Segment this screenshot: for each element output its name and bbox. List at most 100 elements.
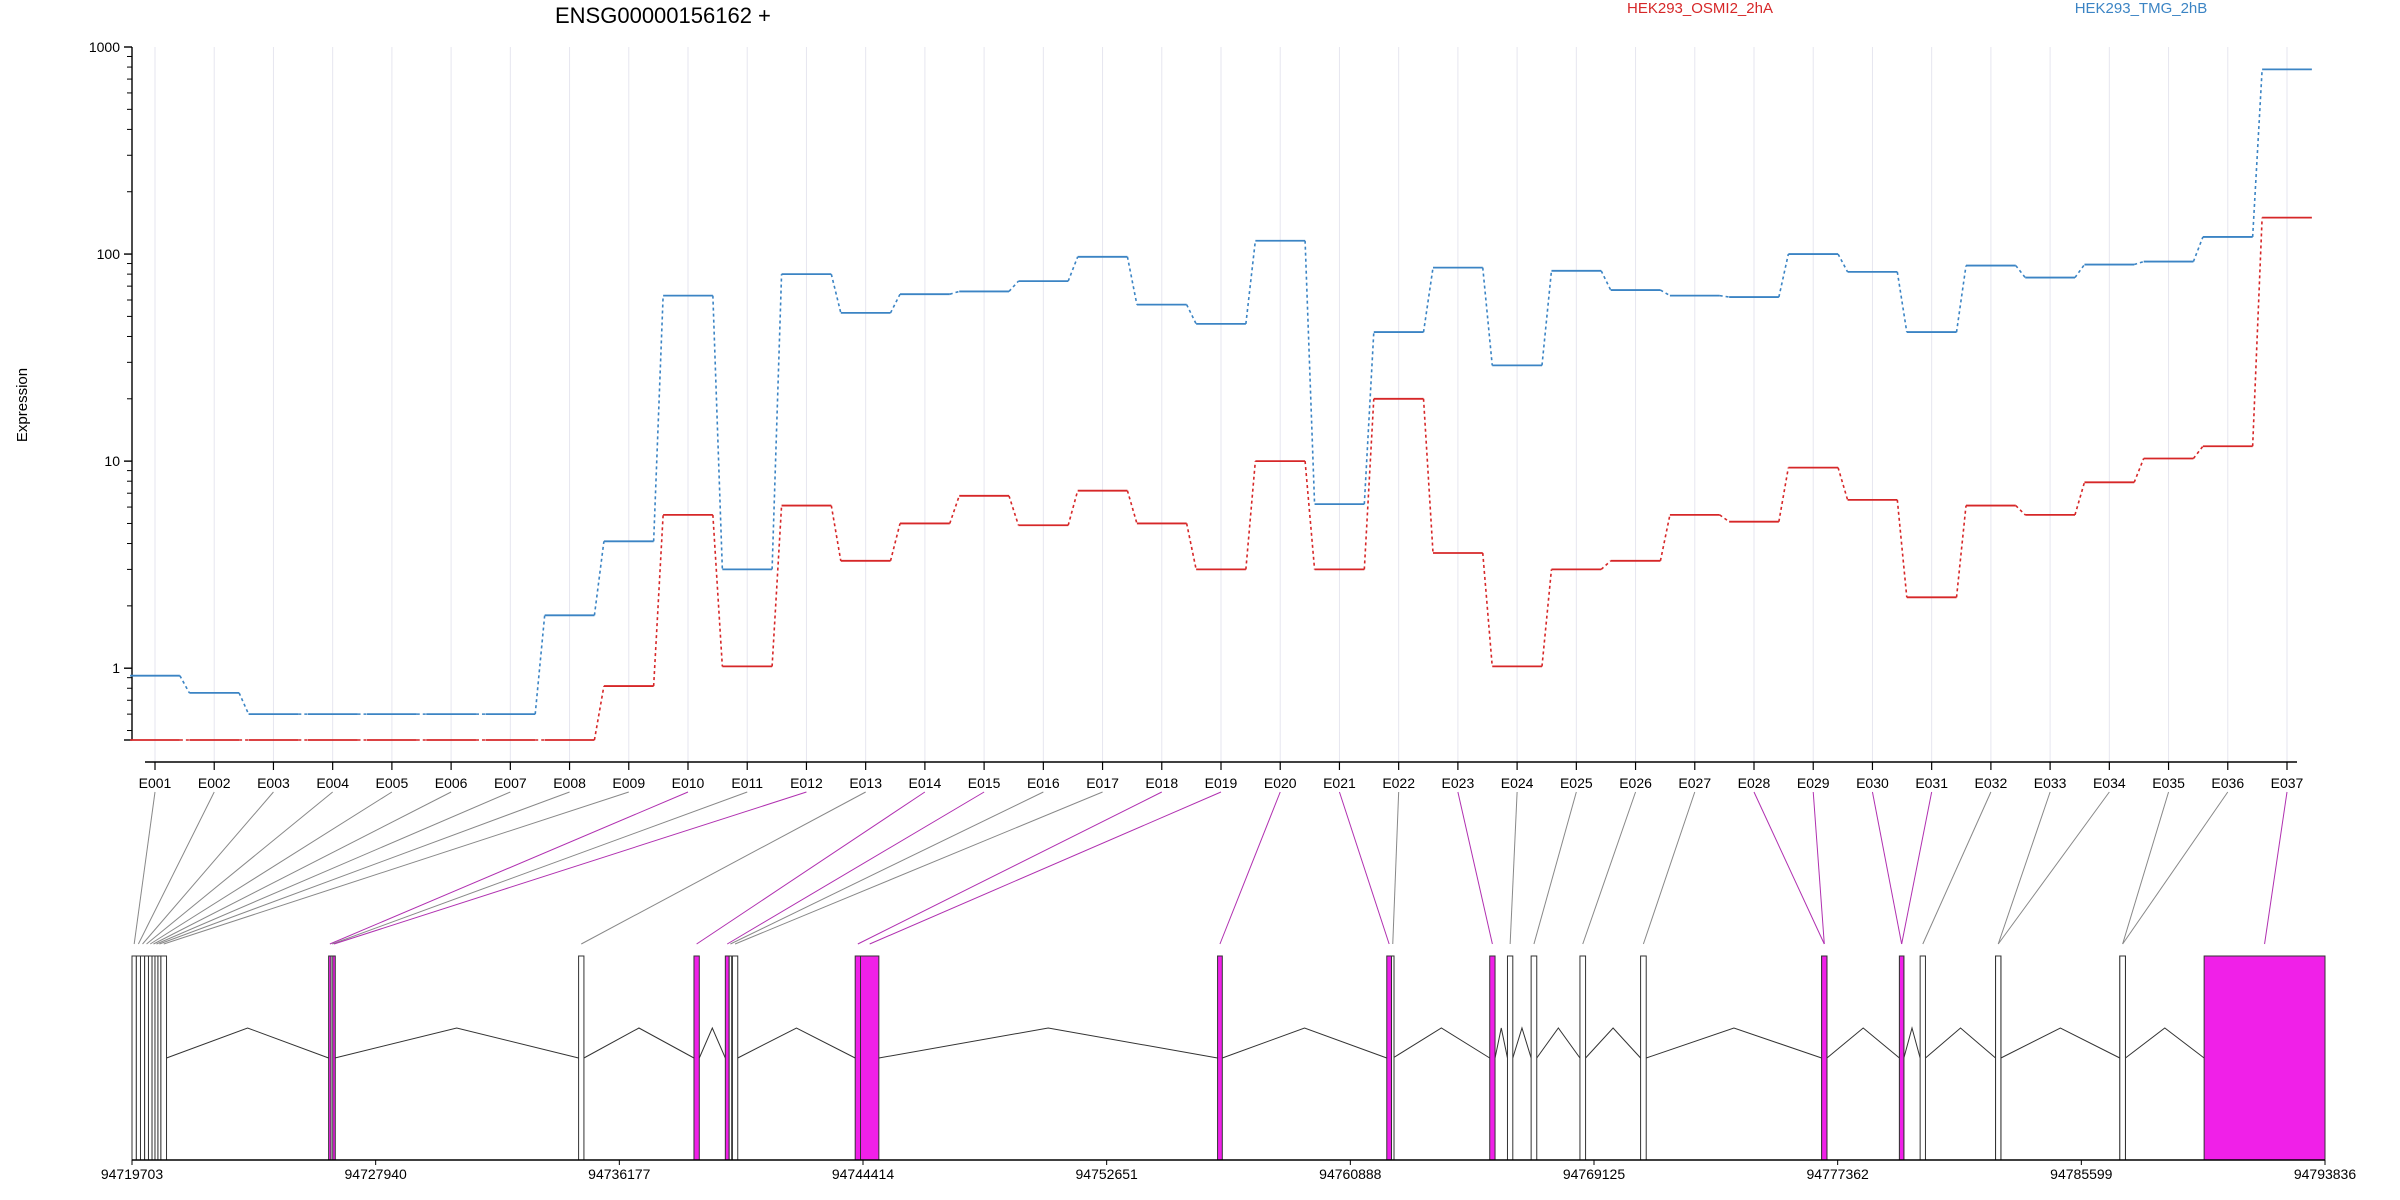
exon-label: E021 — [1323, 775, 1356, 791]
exon-connector — [1219, 791, 1281, 945]
series-0 — [130, 216, 2312, 741]
exon-transition — [949, 495, 960, 524]
exon-connector — [1812, 791, 1825, 945]
exon-block — [147, 955, 153, 1161]
exon-label: E029 — [1797, 775, 1830, 791]
exon-transition — [1719, 294, 1730, 298]
coordinate-label: 94744414 — [832, 1166, 895, 1182]
exon-label: E016 — [1027, 775, 1060, 791]
exon-transition — [1304, 461, 1316, 570]
exon-label: E030 — [1856, 775, 1889, 791]
exon-transition — [2074, 482, 2086, 516]
exon-block — [332, 955, 336, 1161]
exon-label: E022 — [1382, 775, 1415, 791]
exon-transition — [2015, 265, 2026, 279]
exon-connector — [332, 791, 748, 945]
exon-block — [693, 955, 700, 1161]
exon-transition — [179, 675, 191, 694]
exon-block — [144, 955, 149, 1161]
coordinate-label: 94727940 — [345, 1166, 408, 1182]
exon-label: E033 — [2034, 775, 2067, 791]
intron — [1925, 1027, 1996, 1059]
exon-label: E028 — [1738, 775, 1771, 791]
intron — [1392, 1027, 1490, 1059]
exon-connector — [153, 791, 452, 945]
y-tick-label: 10 — [104, 453, 120, 469]
intron — [698, 1026, 726, 1059]
exon-transition — [1600, 560, 1612, 570]
exon-transition — [1481, 267, 1494, 366]
exon-connector — [1901, 791, 1933, 945]
exon-transition — [771, 274, 783, 570]
exon-block — [131, 955, 137, 1161]
exon-transition — [1600, 270, 1612, 291]
exon-block — [724, 955, 730, 1161]
exon-label: E037 — [2271, 775, 2304, 791]
exon-transition — [1185, 523, 1197, 570]
exon-label: E014 — [909, 775, 942, 791]
exon-transition — [1126, 490, 1138, 524]
exon-connector — [329, 791, 689, 945]
exon-label: E010 — [672, 775, 705, 791]
vertical-gridlines — [154, 47, 2288, 762]
exon-block — [1386, 955, 1393, 1161]
exon-block — [854, 955, 862, 1161]
exon-label: E009 — [612, 775, 645, 791]
exon-transition — [1245, 240, 1257, 324]
exon-label: E001 — [139, 775, 172, 791]
exon-label: E004 — [316, 775, 349, 791]
coordinate-label: 94736177 — [588, 1166, 651, 1182]
exon-connector — [146, 791, 333, 945]
exon-label: E007 — [494, 775, 527, 791]
exon-transition — [1422, 267, 1434, 333]
exon-label: E035 — [2152, 775, 2185, 791]
exon-transition — [1304, 240, 1316, 505]
exon-transition — [652, 295, 664, 542]
exon-label: E002 — [198, 775, 231, 791]
exon-label: E026 — [1619, 775, 1652, 791]
exon-connector — [2264, 791, 2288, 945]
exon-transition — [1955, 265, 1967, 333]
exon-block — [731, 955, 739, 1161]
intron — [1494, 1027, 1508, 1059]
exon-transition — [2251, 69, 2263, 237]
gene-model — [131, 955, 2326, 1161]
exon-transition — [593, 541, 605, 616]
exon-transition — [2251, 217, 2263, 447]
exon-label: E011 — [731, 775, 763, 791]
exon-label: E036 — [2211, 775, 2244, 791]
exon-connector — [1753, 791, 1825, 945]
exon-transition — [1481, 552, 1494, 667]
exon-block — [1898, 955, 1905, 1161]
exon-connector — [696, 791, 926, 945]
exon-label: E015 — [968, 775, 1001, 791]
coordinate-label: 94785599 — [2050, 1166, 2113, 1182]
exon-connector — [133, 791, 156, 945]
exon-transition — [1067, 256, 1079, 282]
exon-transition — [652, 514, 664, 687]
series-lines — [130, 68, 2312, 741]
intron — [2125, 1027, 2205, 1059]
exon-label: E008 — [553, 775, 586, 791]
exon-transition — [830, 505, 842, 561]
coordinate-label: 94719703 — [101, 1166, 164, 1182]
coordinate-label: 94760888 — [1319, 1166, 1382, 1182]
intron — [166, 1027, 329, 1059]
intron — [334, 1027, 579, 1059]
intron — [1585, 1027, 1641, 1059]
exon-block — [1995, 955, 2002, 1161]
exon-label: E018 — [1145, 775, 1178, 791]
exon-transition — [2074, 264, 2086, 279]
exon-transition — [1660, 289, 1671, 297]
exon-transition — [949, 290, 960, 295]
intron — [1536, 1027, 1581, 1059]
exon-transition — [830, 273, 842, 314]
exon-connector — [730, 791, 1044, 945]
exon-transition — [1837, 253, 1849, 273]
intron — [1512, 1026, 1532, 1059]
exon-label: E025 — [1560, 775, 1593, 791]
exon-connector — [734, 791, 1103, 945]
y-tick-label: 1 — [112, 660, 120, 676]
exon-label: E017 — [1086, 775, 1119, 791]
